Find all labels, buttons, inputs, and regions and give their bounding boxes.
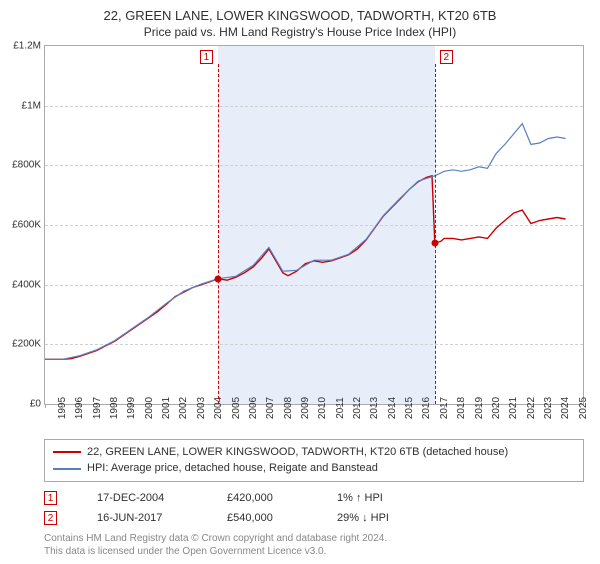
sale-date-1: 17-DEC-2004 [97,492,187,504]
legend: 22, GREEN LANE, LOWER KINGSWOOD, TADWORT… [44,439,584,482]
marker-box-2: 2 [440,50,453,64]
legend-swatch-hpi [53,468,81,470]
chart-container: 22, GREEN LANE, LOWER KINGSWOOD, TADWORT… [0,0,600,564]
footer: Contains HM Land Registry data © Crown c… [44,532,584,558]
series-hpi [45,123,566,359]
y-axis-label: £600K [12,219,41,230]
legend-item-property: 22, GREEN LANE, LOWER KINGSWOOD, TADWORT… [53,444,575,461]
sale-delta-1: 1% ↑ HPI [337,492,383,504]
footer-line-1: Contains HM Land Registry data © Crown c… [44,532,584,545]
y-axis-label: £200K [12,339,41,350]
footer-line-2: This data is licensed under the Open Gov… [44,545,584,558]
series-svg [45,46,583,404]
sale-delta-2: 29% ↓ HPI [337,512,389,524]
y-axis-label: £0 [30,398,41,409]
sale-price-2: £540,000 [227,512,297,524]
chart-subtitle: Price paid vs. HM Land Registry's House … [10,25,590,39]
sale-price-1: £420,000 [227,492,297,504]
y-axis-label: £400K [12,279,41,290]
legend-item-hpi: HPI: Average price, detached house, Reig… [53,460,575,477]
marker-line [218,64,220,404]
legend-label-property: 22, GREEN LANE, LOWER KINGSWOOD, TADWORT… [87,444,508,461]
sales-table: 1 17-DEC-2004 £420,000 1% ↑ HPI 2 16-JUN… [44,488,584,528]
marker-line [435,64,437,404]
marker-box-1: 1 [200,50,213,64]
y-axis-label: £1M [22,100,41,111]
series-property [45,176,566,359]
sale-row-1: 1 17-DEC-2004 £420,000 1% ↑ HPI [44,488,584,508]
legend-swatch-property [53,451,81,453]
y-axis-label: £800K [12,160,41,171]
chart-title: 22, GREEN LANE, LOWER KINGSWOOD, TADWORT… [10,8,590,25]
chart-plot-area: £0£200K£400K£600K£800K£1M£1.2M1995199619… [44,45,584,405]
sale-marker-1: 1 [44,491,57,505]
sale-marker-2: 2 [44,511,57,525]
sale-row-2: 2 16-JUN-2017 £540,000 29% ↓ HPI [44,508,584,528]
sale-date-2: 16-JUN-2017 [97,512,187,524]
y-axis-label: £1.2M [13,40,41,51]
legend-label-hpi: HPI: Average price, detached house, Reig… [87,460,378,477]
